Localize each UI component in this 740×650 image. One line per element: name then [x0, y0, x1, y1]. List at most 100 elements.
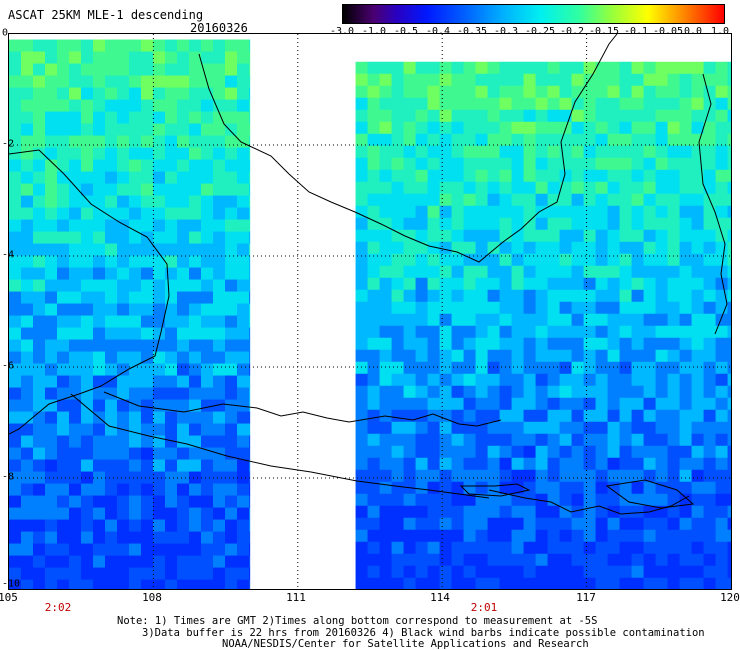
wind-cell	[667, 145, 681, 159]
wind-cell	[595, 325, 609, 339]
wind-cell	[727, 505, 731, 519]
wind-cell	[619, 313, 633, 327]
wind-cell	[165, 459, 178, 473]
wind-cell	[487, 481, 501, 495]
wind-cell	[249, 351, 251, 365]
wind-cell	[499, 577, 513, 589]
wind-cell	[535, 145, 549, 159]
wind-cell	[105, 531, 118, 545]
wind-cell	[201, 135, 214, 149]
wind-cell	[691, 457, 705, 471]
wind-cell	[619, 61, 633, 75]
wind-cell	[81, 111, 94, 125]
wind-cell	[451, 169, 465, 183]
wind-cell	[511, 553, 525, 567]
wind-cell	[69, 183, 82, 197]
wind-cell	[379, 241, 393, 255]
wind-cell	[69, 471, 82, 485]
wind-cell	[631, 397, 645, 411]
wind-cell	[69, 495, 82, 509]
wind-cell	[45, 315, 58, 329]
wind-cell	[523, 541, 537, 555]
wind-cell	[33, 507, 46, 521]
wind-cell	[415, 157, 429, 171]
wind-cell	[595, 121, 609, 135]
wind-cell	[607, 109, 621, 123]
wind-cell	[153, 531, 166, 545]
wind-cell	[655, 169, 669, 183]
wind-cell	[45, 39, 58, 53]
wind-cell	[177, 459, 190, 473]
wind-cell	[595, 553, 609, 567]
wind-cell	[571, 193, 585, 207]
wind-cell	[355, 157, 369, 171]
wind-cell	[379, 109, 393, 123]
wind-cell	[439, 337, 453, 351]
wind-cell	[129, 147, 142, 161]
wind-cell	[463, 541, 477, 555]
wind-cell	[487, 193, 501, 207]
wind-cell	[595, 361, 609, 375]
wind-cell	[703, 265, 717, 279]
wind-cell	[81, 363, 94, 377]
wind-cell	[571, 421, 585, 435]
wind-cell	[225, 543, 238, 557]
wind-cell	[33, 39, 46, 53]
wind-cell	[189, 447, 202, 461]
wind-cell	[619, 397, 633, 411]
wind-cell	[703, 337, 717, 351]
wind-cell	[715, 505, 729, 519]
wind-cell	[487, 277, 501, 291]
wind-cell	[475, 121, 489, 135]
wind-cell	[21, 267, 34, 281]
wind-cell	[129, 171, 142, 185]
wind-cell	[667, 565, 681, 579]
wind-cell	[189, 207, 202, 221]
wind-cell	[57, 255, 70, 269]
wind-cell	[93, 207, 106, 221]
wind-cell	[619, 253, 633, 267]
wind-cell	[93, 219, 106, 233]
wind-cell	[715, 517, 729, 531]
wind-cell	[403, 61, 417, 75]
wind-cell	[33, 411, 46, 425]
wind-cell	[511, 397, 525, 411]
wind-cell	[177, 135, 190, 149]
wind-cell	[451, 361, 465, 375]
wind-cell	[237, 507, 250, 521]
wind-cell	[45, 423, 58, 437]
wind-cell	[727, 169, 731, 183]
wind-cell	[93, 399, 106, 413]
wind-cell	[129, 231, 142, 245]
wind-cell	[463, 433, 477, 447]
wind-cell	[153, 363, 166, 377]
wind-cell	[45, 471, 58, 485]
wind-cell	[81, 219, 94, 233]
wind-cell	[249, 375, 251, 389]
wind-cell	[451, 565, 465, 579]
wind-cell	[523, 157, 537, 171]
wind-cell	[237, 243, 250, 257]
wind-cell	[249, 507, 251, 521]
wind-cell	[403, 361, 417, 375]
wind-cell	[451, 553, 465, 567]
wind-cell	[213, 519, 226, 533]
wind-cell	[475, 313, 489, 327]
wind-cell	[93, 327, 106, 341]
lon-label: 114	[430, 591, 450, 604]
wind-cell	[559, 337, 573, 351]
wind-cell	[607, 421, 621, 435]
wind-cell	[117, 315, 130, 329]
wind-cell	[523, 301, 537, 315]
wind-cell	[403, 109, 417, 123]
wind-cell	[667, 445, 681, 459]
wind-cell	[667, 577, 681, 589]
wind-cell	[451, 457, 465, 471]
wind-cell	[415, 217, 429, 231]
wind-cell	[619, 277, 633, 291]
wind-cell	[703, 349, 717, 363]
wind-cell	[105, 387, 118, 401]
wind-cell	[129, 543, 142, 557]
wind-cell	[225, 135, 238, 149]
wind-cell	[177, 327, 190, 341]
